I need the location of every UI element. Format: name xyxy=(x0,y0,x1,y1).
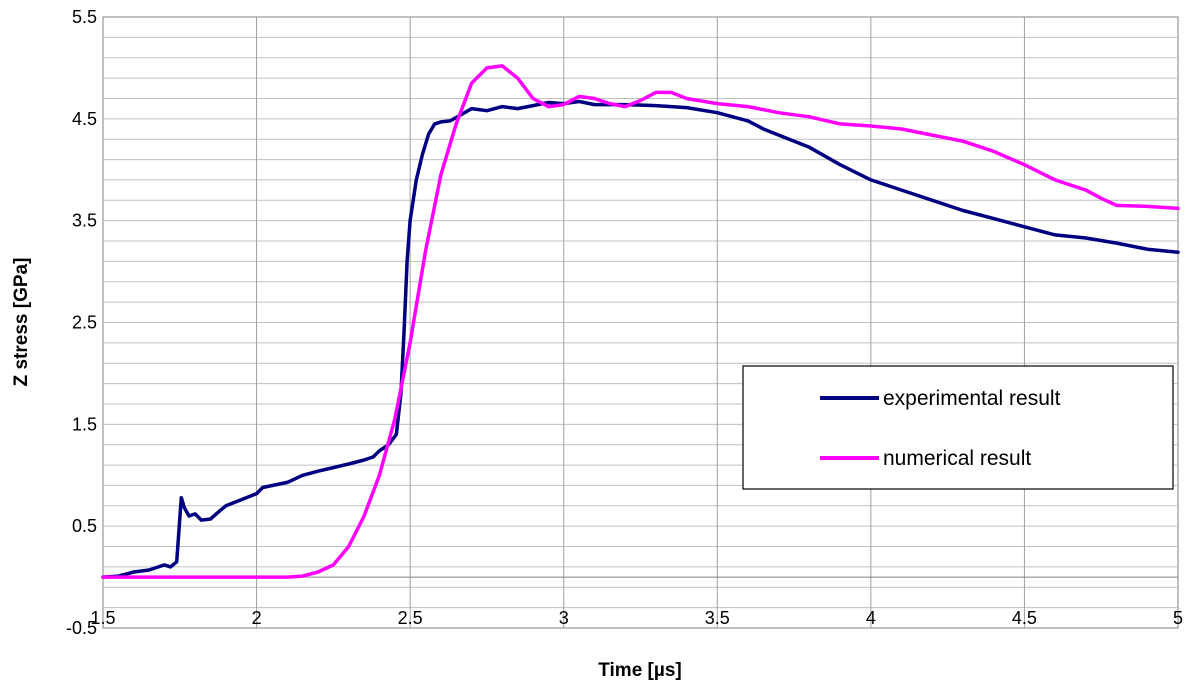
tick-labels: -0.5 0.5 1.5 2.5 3.5 4.5 5.5 1.5 2 2.5 3 3.5 4 4.5 5 xyxy=(66,7,1183,638)
y-tick-label: 0.5 xyxy=(72,516,97,536)
x-tick-label: 4 xyxy=(866,608,876,628)
y-axis-label: Z stress [GPa] xyxy=(11,258,32,387)
x-tick-label: 1.5 xyxy=(90,608,115,628)
y-tick-label: 2.5 xyxy=(72,313,97,333)
legend-label-numerical: numerical result xyxy=(883,447,1031,470)
legend: experimental result numerical result xyxy=(742,365,1174,490)
x-tick-label: 2.5 xyxy=(398,608,423,628)
series-lines xyxy=(101,64,1180,579)
y-tick-label: 4.5 xyxy=(72,109,97,129)
x-tick-label: 3 xyxy=(559,608,569,628)
x-axis-label: Time [µs] xyxy=(598,660,681,681)
x-tick-label: 3.5 xyxy=(705,608,730,628)
legend-box xyxy=(742,365,1174,490)
x-tick-label: 4.5 xyxy=(1012,608,1037,628)
y-tick-label: 1.5 xyxy=(72,414,97,434)
series-line-numerical xyxy=(101,64,1180,579)
series-line-experimental xyxy=(101,99,1180,579)
x-tick-label: 5 xyxy=(1173,608,1183,628)
y-tick-label: 5.5 xyxy=(72,7,97,27)
y-tick-label: 3.5 xyxy=(72,211,97,231)
legend-label-experimental: experimental result xyxy=(883,387,1061,410)
x-tick-label: 2 xyxy=(252,608,262,628)
y-tick-label: -0.5 xyxy=(66,618,97,638)
